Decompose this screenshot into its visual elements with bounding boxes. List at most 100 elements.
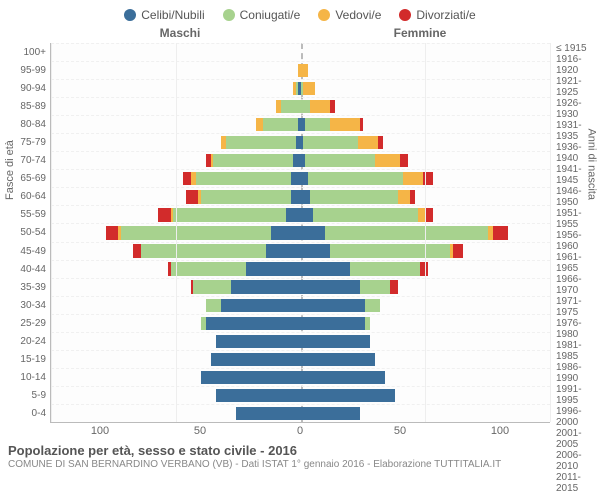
chart-subtitle: COMUNE DI SAN BERNARDINO VERBANO (VB) - … xyxy=(0,458,600,471)
chart-area: 100+95-9990-9485-8980-8475-7970-7465-696… xyxy=(0,43,600,423)
legend-item: Coniugati/e xyxy=(223,8,301,22)
pyramid-row xyxy=(51,368,550,386)
segment-female xyxy=(301,299,366,312)
segment-female xyxy=(301,407,361,420)
yaxis-right-tick: 2001-2005 xyxy=(550,428,600,450)
legend-label: Celibi/Nubili xyxy=(141,8,204,22)
yaxis-left: 100+95-9990-9485-8980-8475-7970-7465-696… xyxy=(0,43,50,423)
yaxis-left-tick: 60-64 xyxy=(0,188,50,206)
segment-female xyxy=(303,136,358,149)
pyramid-row xyxy=(51,97,550,115)
segment-female xyxy=(325,226,487,239)
yaxis-right-tick: 1991-1995 xyxy=(550,384,600,406)
pyramid-row xyxy=(51,43,550,61)
yaxis-right-tick: 1971-1975 xyxy=(550,296,600,318)
pyramid-row xyxy=(51,242,550,260)
legend-item: Divorziati/e xyxy=(399,8,475,22)
yaxis-left-tick: 100+ xyxy=(0,43,50,61)
header-female: Femmine xyxy=(300,26,540,40)
segment-female xyxy=(398,190,410,203)
segment-male xyxy=(281,100,301,113)
yaxis-right-tick: 2011-2015 xyxy=(550,472,600,494)
pyramid-row xyxy=(51,223,550,241)
segment-male xyxy=(106,226,118,239)
rows-container xyxy=(51,43,550,422)
yaxis-left-tick: 90-94 xyxy=(0,79,50,97)
pyramid-row xyxy=(51,278,550,296)
segment-female xyxy=(301,226,326,239)
segment-male xyxy=(291,172,301,185)
pyramid-row xyxy=(51,115,550,133)
segment-male xyxy=(226,136,296,149)
segment-male xyxy=(213,154,293,167)
segment-female xyxy=(301,100,311,113)
segment-male xyxy=(256,118,263,131)
segment-female xyxy=(301,317,366,330)
legend-swatch xyxy=(318,9,330,21)
xaxis: 10050050100 xyxy=(0,423,600,437)
segment-female xyxy=(313,208,418,221)
header-male: Maschi xyxy=(60,26,300,40)
yaxis-left-tick: 55-59 xyxy=(0,206,50,224)
segment-female xyxy=(305,118,330,131)
yaxis-right-tick: 1956-1960 xyxy=(550,230,600,252)
segment-female xyxy=(308,172,403,185)
segment-female xyxy=(403,172,423,185)
segment-female xyxy=(365,317,370,330)
legend: Celibi/Nubili Coniugati/e Vedovi/e Divorzia… xyxy=(0,0,600,26)
gridline xyxy=(51,43,52,422)
segment-male xyxy=(201,190,291,203)
segment-male xyxy=(231,280,301,293)
yaxis-left-tick: 75-79 xyxy=(0,133,50,151)
pyramid-row xyxy=(51,314,550,332)
pyramid-row xyxy=(51,61,550,79)
yaxis-left-tick: 95-99 xyxy=(0,61,50,79)
segment-female xyxy=(301,64,308,77)
segment-male xyxy=(206,317,301,330)
yaxis-left-tick: 35-39 xyxy=(0,278,50,296)
yaxis-left-tick: 0-4 xyxy=(0,405,50,423)
segment-female xyxy=(418,208,425,221)
segment-male xyxy=(216,335,301,348)
segment-female xyxy=(330,118,360,131)
yaxis-right-tick: 1986-1990 xyxy=(550,362,600,384)
yaxis-left-tick: 20-24 xyxy=(0,333,50,351)
pyramid-row xyxy=(51,79,550,97)
segment-female xyxy=(301,280,361,293)
pyramid-row xyxy=(51,350,550,368)
yaxis-right-tick: 2006-2010 xyxy=(550,450,600,472)
segment-female xyxy=(301,190,311,203)
segment-female xyxy=(400,154,407,167)
xaxis-tick: 50 xyxy=(350,425,450,437)
segment-female xyxy=(310,190,397,203)
pyramid-row xyxy=(51,133,550,151)
segment-male xyxy=(133,244,140,257)
legend-label: Divorziati/e xyxy=(416,8,475,22)
segment-male xyxy=(221,299,301,312)
column-headers: Maschi Femmine xyxy=(0,26,600,43)
segment-female xyxy=(305,154,375,167)
legend-swatch xyxy=(223,9,235,21)
segment-male xyxy=(236,407,301,420)
pyramid-row xyxy=(51,205,550,223)
legend-label: Vedovi/e xyxy=(335,8,381,22)
yaxis-right-tick: 1996-2000 xyxy=(550,406,600,428)
yaxis-left-tick: 80-84 xyxy=(0,115,50,133)
segment-female xyxy=(375,154,400,167)
segment-male xyxy=(286,208,301,221)
segment-male xyxy=(216,389,301,402)
segment-female xyxy=(303,82,315,95)
segment-female xyxy=(301,172,308,185)
pyramid-row xyxy=(51,151,550,169)
yaxis-left-tick: 25-29 xyxy=(0,314,50,332)
yaxis-left-tick: 5-9 xyxy=(0,387,50,405)
segment-male xyxy=(266,244,301,257)
segment-female xyxy=(330,244,450,257)
yaxis-left-tick: 85-89 xyxy=(0,97,50,115)
yaxis-left-tick: 50-54 xyxy=(0,224,50,242)
segment-female xyxy=(301,389,396,402)
segment-female xyxy=(360,280,390,293)
legend-item: Vedovi/e xyxy=(318,8,381,22)
yaxis-right-tick: 1936-1940 xyxy=(550,142,600,164)
yaxis-right-tick: 1961-1965 xyxy=(550,252,600,274)
